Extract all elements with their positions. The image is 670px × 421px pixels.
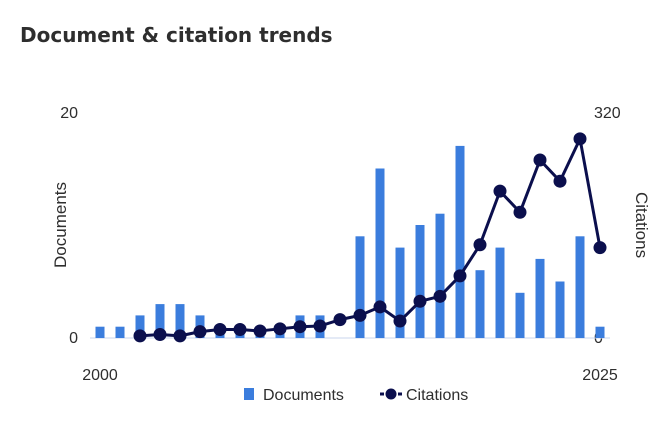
legend-documents-label: Documents: [263, 387, 344, 404]
legend-documents-swatch: [244, 388, 254, 400]
y-left-min-tick: 0: [69, 330, 78, 347]
documents-bar-2001: [115, 326, 125, 338]
legend: Documents Citations: [244, 387, 468, 404]
citations-point-2017: [433, 289, 447, 303]
documents-bar-2019: [475, 270, 485, 338]
x-tick-start: 2000: [82, 367, 118, 384]
citations-point-2020: [493, 184, 507, 198]
citations-point-2004: [173, 329, 187, 343]
x-tick-end: 2025: [582, 367, 618, 384]
documents-bar-2013: [355, 236, 365, 338]
citations-point-2022: [533, 153, 547, 167]
citations-point-2021: [513, 205, 527, 219]
documents-bar-2022: [535, 258, 545, 338]
documents-bar-2020: [495, 247, 505, 338]
documents-bar-2015: [395, 247, 405, 338]
documents-bar-2004: [175, 304, 185, 338]
citations-point-2016: [413, 294, 427, 308]
citations-point-2015: [393, 314, 407, 328]
citations-point-2008: [253, 324, 267, 338]
documents-bar-2023: [555, 281, 565, 338]
citations-point-2002: [133, 329, 147, 343]
y-right-max-tick: 320: [594, 105, 621, 122]
documents-bar-2018: [455, 145, 465, 338]
citations-point-2007: [233, 323, 247, 337]
citations-point-2024: [573, 132, 587, 146]
documents-bar-2000: [95, 326, 105, 338]
documents-bars: [95, 145, 605, 338]
documents-bar-2002: [135, 315, 145, 338]
documents-bar-2003: [155, 304, 165, 338]
citations-point-2023: [553, 174, 567, 188]
citations-point-2019: [473, 238, 487, 252]
documents-bar-2024: [575, 236, 585, 338]
citations-line-layer: [133, 132, 607, 343]
legend-citations-marker: [385, 388, 397, 400]
citations-point-2009: [273, 322, 287, 336]
citations-point-2013: [353, 308, 367, 322]
citations-point-2014: [373, 300, 387, 314]
citations-point-2012: [333, 313, 347, 327]
documents-bar-2021: [515, 292, 525, 338]
documents-bar-2025: [595, 326, 605, 338]
citations-point-2010: [293, 320, 307, 334]
citations-point-2018: [453, 269, 467, 283]
y-right-axis-title: Citations: [632, 192, 651, 258]
citations-point-2025: [593, 241, 607, 255]
citations-line: [139, 137, 602, 338]
chart-title: Document & citation trends: [20, 23, 333, 47]
documents-bar-2017: [435, 213, 445, 338]
citations-point-2005: [193, 325, 207, 339]
legend-citations-label: Citations: [406, 387, 468, 404]
documents-bar-2016: [415, 225, 425, 338]
documents-bar-2014: [375, 168, 385, 338]
citations-point-2011: [313, 319, 327, 333]
y-left-max-tick: 20: [60, 105, 78, 122]
citations-point-2003: [153, 327, 167, 341]
citations-point-2006: [213, 323, 227, 337]
y-left-axis-title: Documents: [51, 182, 70, 268]
